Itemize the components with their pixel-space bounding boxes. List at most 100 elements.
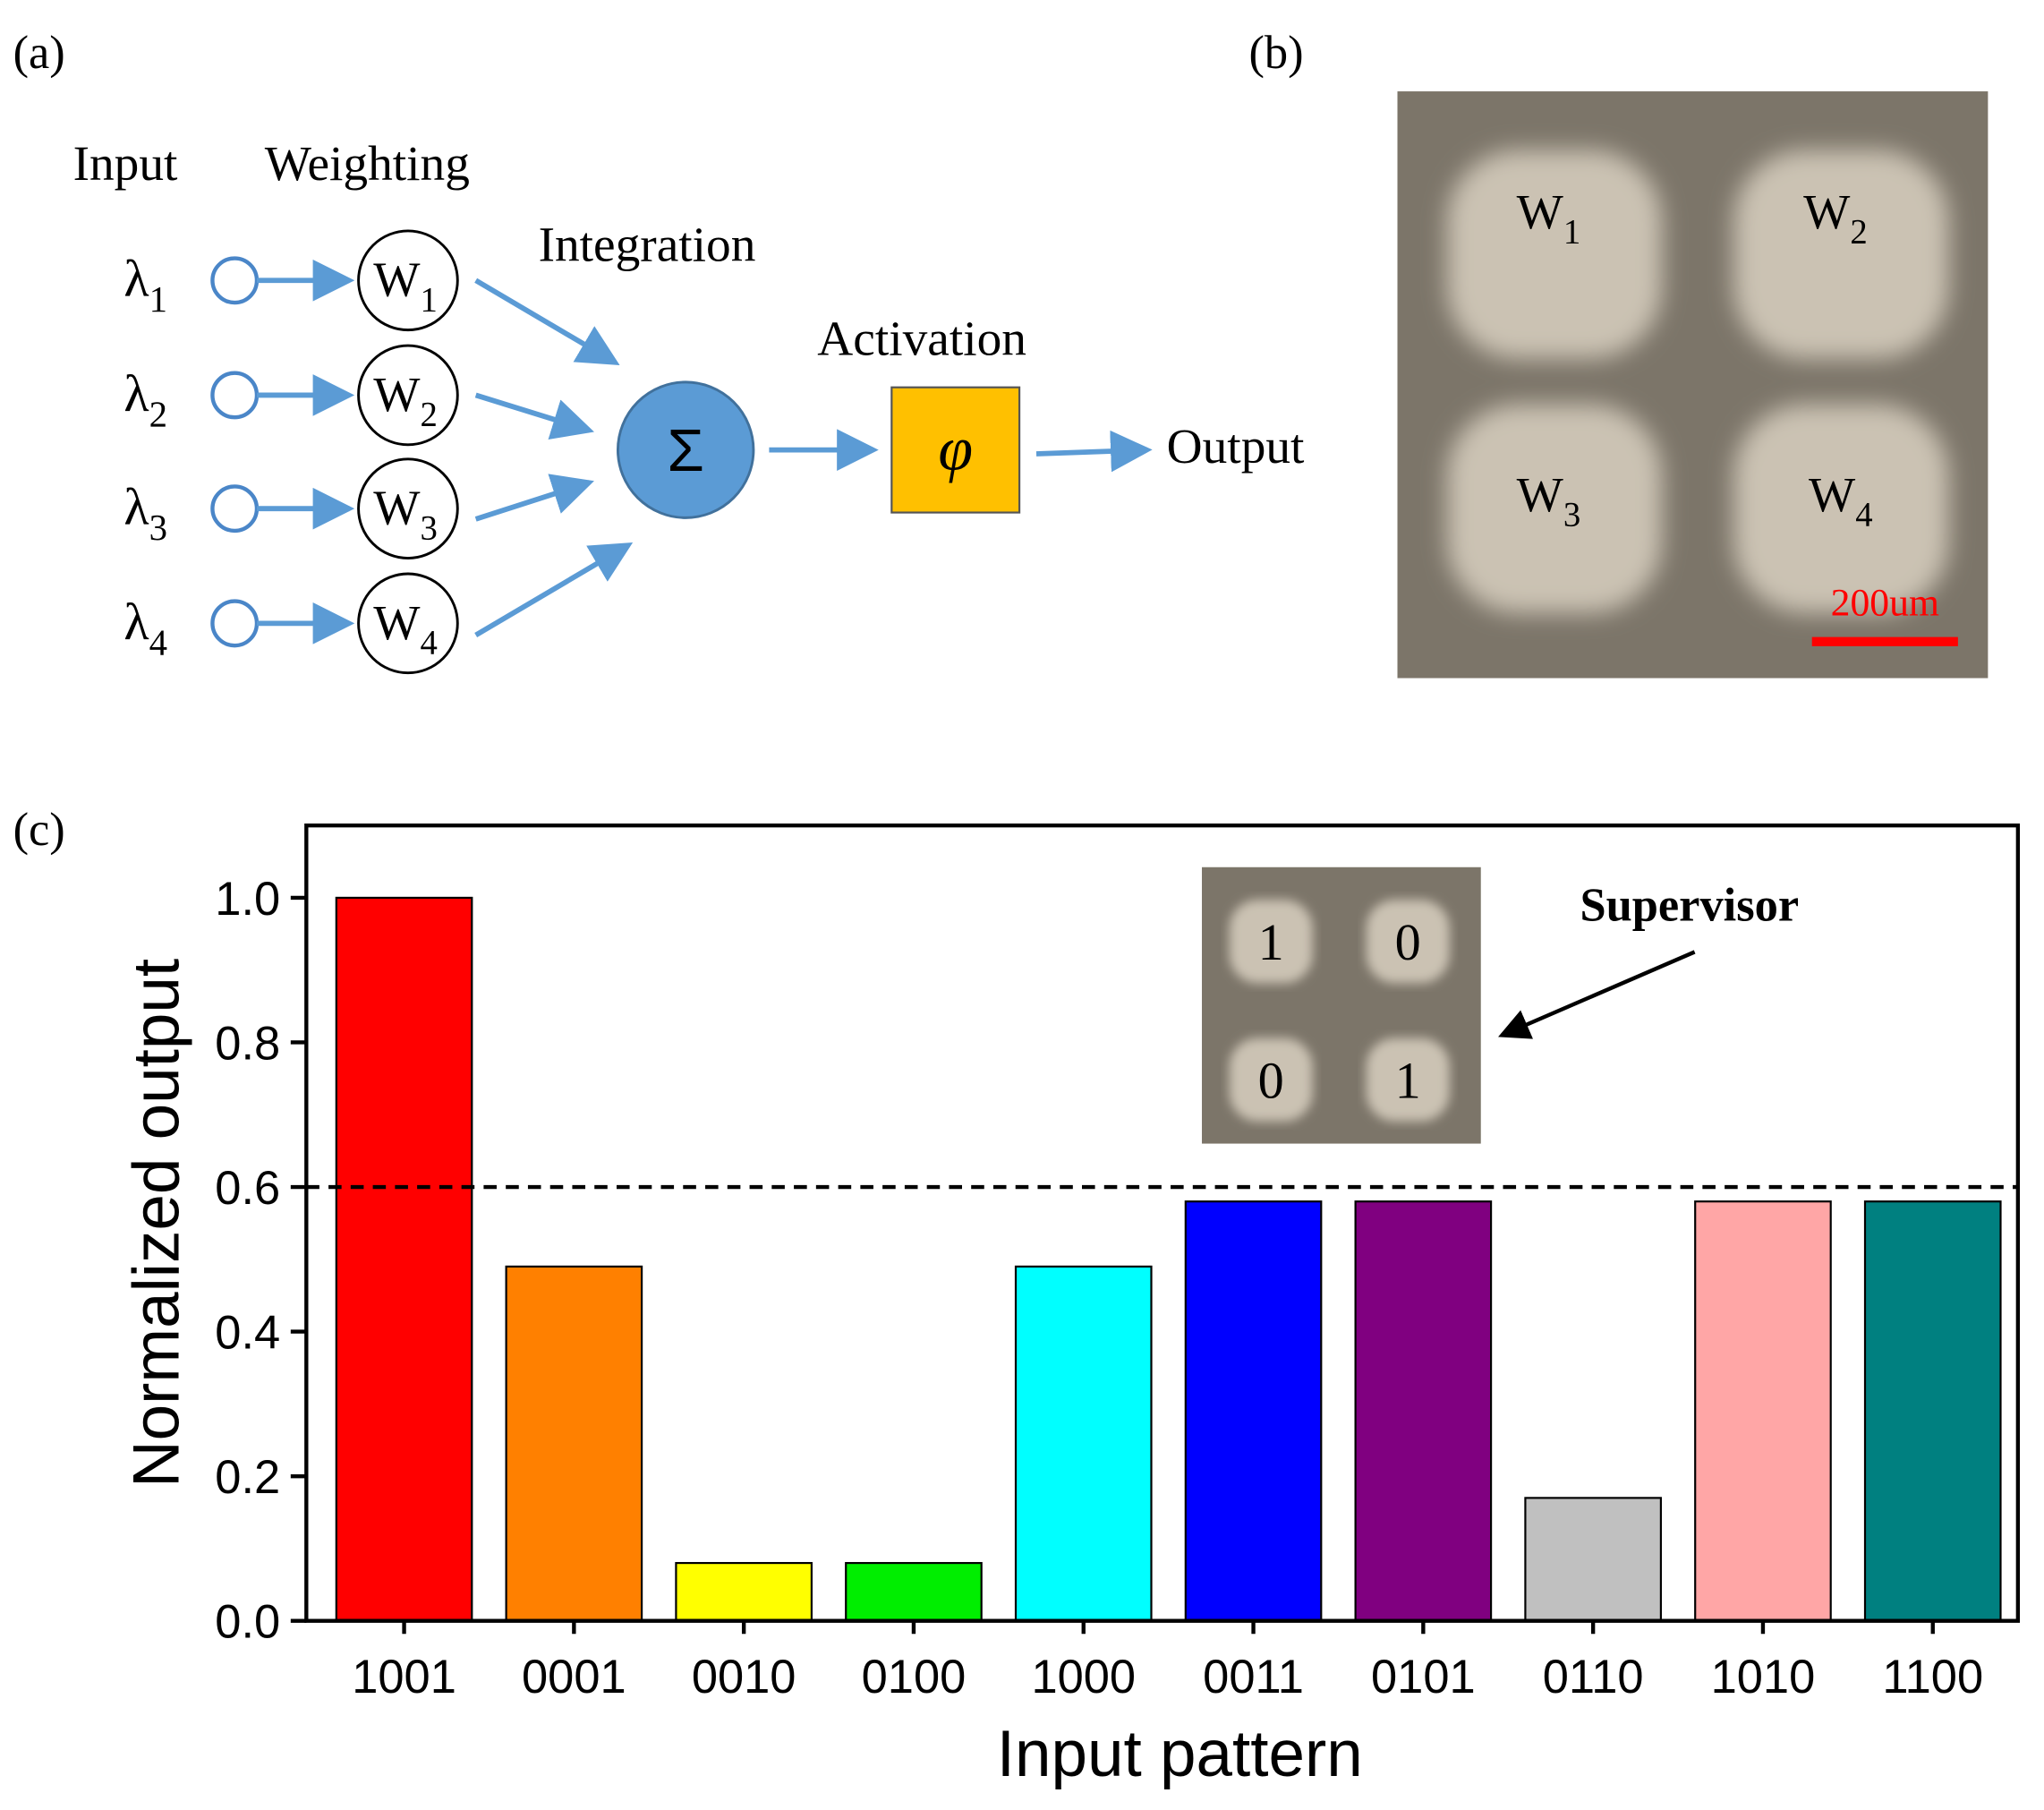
weight-node (357, 457, 459, 559)
subscript: 1 (149, 279, 167, 320)
sum-node (616, 380, 755, 519)
inset-label: 1 (1395, 1052, 1421, 1110)
base: W (373, 252, 421, 307)
inset-label: 0 (1395, 913, 1421, 971)
x-tick-label: 0010 (692, 1652, 796, 1703)
inset-label: 1 (1258, 913, 1284, 971)
subscript: 1 (420, 280, 437, 319)
pad (1229, 900, 1313, 984)
subscript-label: W2 (373, 367, 438, 434)
arrow (474, 542, 634, 637)
x-tick-label: 1000 (1031, 1652, 1136, 1703)
bar (1863, 1200, 2002, 1622)
x-tick-label: 0110 (1543, 1652, 1644, 1703)
subscript-label: λ3 (123, 478, 167, 548)
base: λ (123, 250, 149, 308)
bar (1524, 1497, 1662, 1622)
base: λ (123, 364, 149, 423)
subscript-label: W3 (1517, 467, 1581, 534)
pad (1733, 149, 1949, 359)
pad (1446, 149, 1663, 359)
subscript: 2 (420, 396, 437, 434)
x-tick-label: 0100 (862, 1652, 967, 1703)
base: W (373, 481, 421, 535)
panel-a: (a) Input Weighting Integration Activati… (13, 27, 1305, 675)
base: W (1803, 184, 1851, 239)
base: λ (123, 478, 149, 536)
arrow (474, 392, 594, 440)
pad (1366, 1037, 1450, 1122)
annotation-arrow (1498, 950, 1696, 1039)
bar (1014, 1265, 1153, 1622)
base: λ (123, 593, 149, 651)
phi-symbol: φ (938, 414, 973, 483)
annotation: Supervisor (1580, 879, 1799, 931)
x-axis-label: Input pattern (997, 1718, 1363, 1790)
panel-label: (c) (13, 804, 65, 856)
subscript: 2 (149, 394, 167, 434)
y-tick-label: 0.0 (215, 1597, 280, 1649)
subscript: 2 (1850, 213, 1867, 252)
subscript: 4 (149, 622, 167, 662)
subscript: 3 (149, 508, 167, 548)
pad (1229, 1037, 1313, 1122)
bar (335, 896, 473, 1622)
subscript-label: λ2 (123, 364, 167, 434)
input-node (210, 599, 260, 648)
x-tick-label: 0101 (1371, 1652, 1476, 1703)
subscript-label: W3 (373, 481, 438, 548)
y-tick-label: 1.0 (215, 874, 280, 926)
plot-frame (304, 823, 2021, 1623)
weight-node (357, 229, 459, 332)
panel-c: (c) 1001 0001 0010 0100 1000 0011 0101 0110 1010… (13, 804, 2021, 1790)
subscript-label: λ1 (123, 250, 167, 320)
y-tick-label: 0.2 (215, 1452, 280, 1504)
y-tick-label: 0.6 (215, 1163, 280, 1215)
panel-label: (a) (13, 27, 65, 79)
base: W (1809, 467, 1856, 522)
arrow (1035, 430, 1153, 473)
bar (1184, 1200, 1323, 1622)
bar (1694, 1200, 1832, 1622)
x-tick-label: 0001 (522, 1652, 626, 1703)
base: W (1517, 184, 1564, 239)
subscript-label: W2 (1803, 184, 1868, 252)
subscript: 3 (1563, 496, 1580, 534)
subscript-label: W4 (373, 595, 438, 662)
label: Input (73, 136, 178, 191)
weight-node (357, 572, 459, 675)
sum-symbol: Σ (667, 417, 703, 484)
weight-node (357, 344, 459, 447)
input-node (210, 484, 260, 534)
y-axis-label: Normalized output (121, 959, 193, 1488)
input-node (210, 256, 260, 305)
subscript-label: W1 (373, 252, 438, 320)
activation-box (890, 386, 1021, 514)
bar (675, 1561, 813, 1622)
subscript: 4 (420, 623, 437, 662)
label: Integration (539, 217, 756, 271)
subscript: 1 (1563, 213, 1580, 252)
y-tick-label: 0.8 (215, 1018, 280, 1070)
subscript-label: W4 (1809, 467, 1873, 534)
label: Weighting (265, 136, 470, 191)
pad (1366, 900, 1450, 984)
x-tick-label: 1100 (1882, 1652, 1983, 1703)
input-node (210, 371, 260, 420)
subscript: 3 (420, 508, 437, 547)
subscript: 4 (1855, 496, 1872, 534)
bar (845, 1561, 983, 1622)
scale-label: 200um (1831, 582, 1939, 625)
x-tick-label: 1010 (1711, 1652, 1816, 1703)
arrow (474, 474, 594, 522)
base: W (373, 367, 421, 422)
inset-label: 0 (1258, 1052, 1284, 1110)
x-tick-label: 1001 (352, 1652, 456, 1703)
base: W (1517, 467, 1564, 522)
bar (1354, 1200, 1493, 1622)
pad (1446, 404, 1663, 613)
label: Output (1167, 419, 1305, 474)
panel-label: (b) (1248, 27, 1303, 79)
